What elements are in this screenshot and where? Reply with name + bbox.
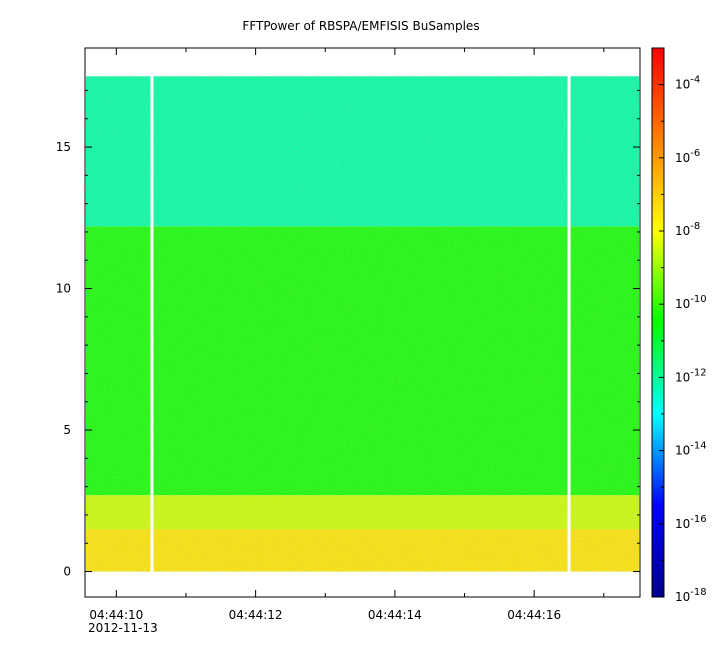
colorbar-tick-label-4: 10-12 bbox=[675, 367, 707, 384]
y-tick-label-3: 15 bbox=[56, 140, 71, 154]
colorbar-tick-label-7: 10-18 bbox=[675, 587, 707, 604]
x-tick-label-1: 04:44:12 bbox=[229, 608, 283, 622]
data-gap-0 bbox=[150, 75, 154, 573]
colorbar-bar bbox=[651, 47, 665, 598]
plot-frame bbox=[84, 47, 641, 598]
colorbar-tick-label-3: 10-10 bbox=[675, 294, 707, 311]
colorbar-tick-label-0: 10-4 bbox=[675, 75, 700, 92]
colorbar-tick-label-2: 10-8 bbox=[675, 221, 700, 238]
y-tick-label-2: 10 bbox=[56, 282, 71, 296]
colorbar-tick-label-1: 10-6 bbox=[675, 148, 700, 165]
y-tick-label-1: 5 bbox=[63, 423, 71, 437]
spectrogram-texture bbox=[86, 76, 639, 572]
colorbar-tick-label-5: 10-14 bbox=[675, 441, 707, 458]
x-tick-label-3: 04:44:16 bbox=[507, 608, 561, 622]
plot-area bbox=[84, 47, 641, 598]
y-tick-label-0: 0 bbox=[63, 565, 71, 579]
data-gap-1 bbox=[567, 75, 571, 573]
colorbar: 10-4 10-6 10-8 10-10 10-12 10-14 10-16 10-18 bbox=[651, 47, 707, 604]
y-axis: 0 5 10 15 bbox=[56, 89, 640, 579]
colorbar-tick-label-6: 10-16 bbox=[675, 514, 707, 531]
x-axis: 04:44:10 04:44:12 04:44:14 04:44:16 bbox=[89, 48, 605, 622]
x-axis-date-label: 2012-11-13 bbox=[88, 621, 158, 635]
chart-title: FFTPower of RBSPA/EMFISIS BuSamples bbox=[242, 19, 479, 33]
x-tick-label-2: 04:44:14 bbox=[368, 608, 422, 622]
x-tick-label-0: 04:44:10 bbox=[89, 608, 143, 622]
